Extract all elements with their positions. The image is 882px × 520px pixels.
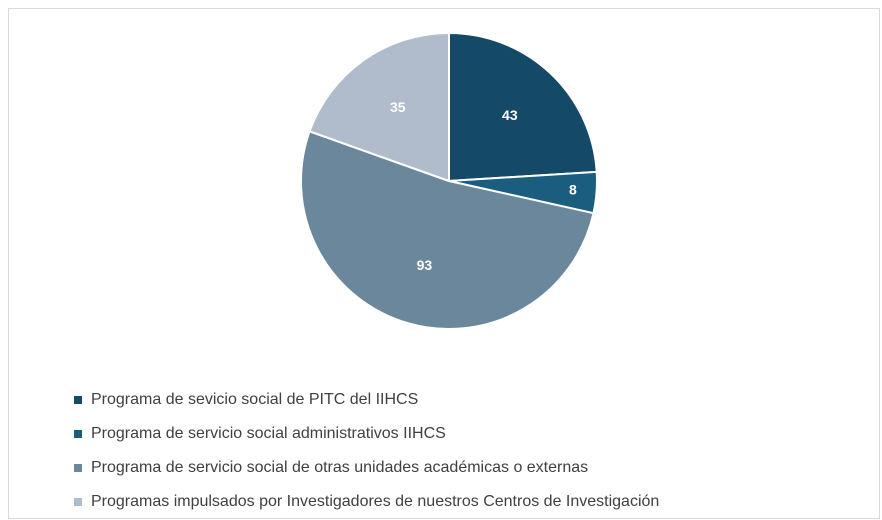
data-label: 43 [502,107,518,123]
pie-slice [300,130,595,330]
pie-slice [448,31,598,183]
legend-label: Programa de servicio social de otras uni… [91,459,588,476]
data-label: 93 [417,257,433,273]
legend-label: Programas impulsados por Investigadores … [91,493,659,510]
pie-slice [308,31,450,183]
data-label: 35 [390,99,406,115]
legend-swatch [74,498,82,506]
legend-label: Programa de sevicio social de PITC del I… [91,391,418,408]
legend-swatch [74,430,82,438]
data-label: 8 [569,182,577,198]
legend-swatch [74,464,82,472]
legend-swatch [74,396,82,404]
legend-label: Programa de servicio social administrati… [91,425,446,442]
